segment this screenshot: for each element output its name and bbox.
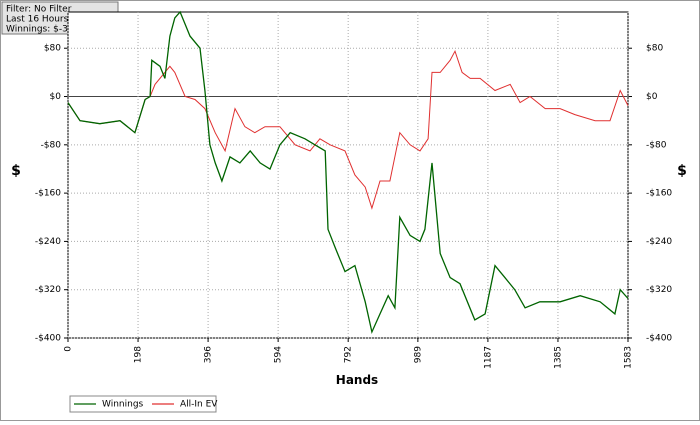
y-tick-label: -$160 — [35, 189, 61, 199]
x-tick-label: 1187 — [483, 346, 493, 369]
legend-label: Winnings — [102, 400, 144, 410]
x-tick-label: 1583 — [624, 346, 634, 369]
y-axis-label: $ — [11, 163, 21, 179]
y2-tick-label: $0 — [646, 92, 658, 102]
x-tick-label: 1385 — [553, 346, 563, 369]
y2-tick-label: -$320 — [646, 285, 672, 295]
y2-tick-label: -$240 — [646, 237, 672, 247]
legend-box — [69, 395, 217, 413]
y-tick-label: -$240 — [35, 237, 61, 247]
y-tick-label: $80 — [44, 44, 61, 54]
x-tick-label: 792 — [344, 346, 354, 363]
y-tick-label: -$80 — [41, 140, 62, 150]
x-tick-label: 396 — [204, 346, 214, 363]
x-tick-label: 989 — [413, 346, 423, 363]
y2-tick-label: -$80 — [646, 140, 667, 150]
y2-tick-label: $80 — [646, 44, 663, 54]
info-line: Winnings: $-334.60 — [6, 25, 94, 35]
x-tick-label: 198 — [134, 346, 144, 363]
info-line: Last 16 Hours — [6, 15, 69, 25]
x-tick-label: 0 — [64, 346, 74, 352]
legend: Winnings All-In EV — [69, 395, 218, 413]
x-axis-label: Hands — [336, 373, 378, 387]
x-tick-label: 594 — [274, 346, 284, 363]
y2-tick-label: -$160 — [646, 189, 672, 199]
y-tick-label: $0 — [50, 92, 62, 102]
info-box: Filter: No Filter Last 16 Hours Winnings… — [1, 1, 119, 35]
info-line: Filter: No Filter — [6, 5, 72, 15]
series-line — [67, 49, 629, 210]
series-line — [67, 10, 629, 335]
legend-label: All-In EV — [180, 400, 218, 410]
y-tick-label: -$320 — [35, 285, 61, 295]
y-tick-label: -$400 — [35, 334, 61, 344]
y2-axis-label: $ — [677, 163, 687, 179]
y2-tick-label: -$400 — [646, 334, 672, 344]
